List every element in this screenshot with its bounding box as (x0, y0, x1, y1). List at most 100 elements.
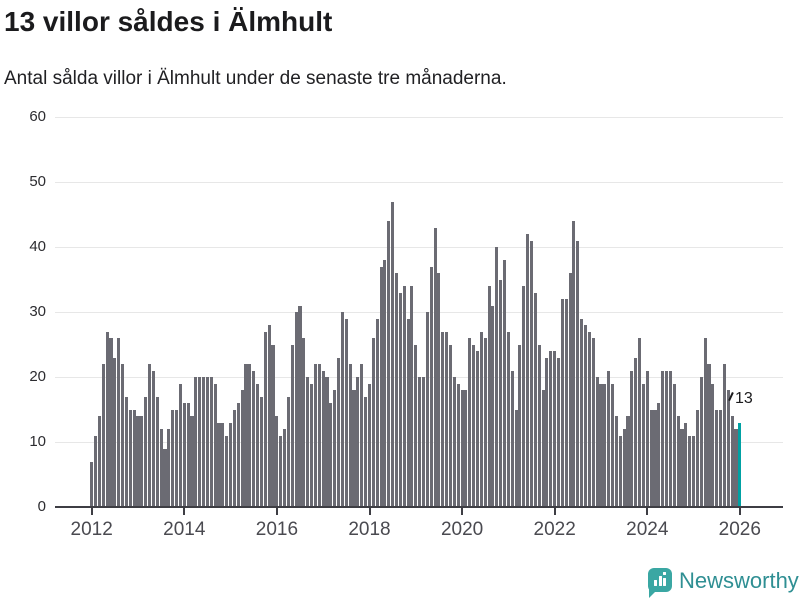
bar (630, 370, 634, 507)
bar (657, 403, 661, 507)
bar (391, 201, 395, 507)
bar (217, 422, 221, 507)
bar (252, 370, 256, 507)
y-tick-label: 60 (29, 108, 46, 125)
bar (684, 422, 688, 507)
bar (468, 338, 472, 507)
bar (456, 383, 460, 507)
x-axis-tick (553, 508, 556, 515)
bar (375, 318, 379, 507)
bar (202, 377, 206, 507)
bar (410, 286, 414, 507)
bar (595, 377, 599, 507)
newsworthy-logo[interactable]: Newsworthy (648, 567, 799, 598)
bar (668, 370, 672, 507)
bar (672, 383, 676, 507)
bar (256, 383, 260, 507)
bar (421, 377, 426, 507)
x-tick-label: 2026 (718, 519, 761, 540)
bar (155, 396, 159, 507)
x-tick-label: 2020 (440, 519, 484, 540)
bar (190, 416, 194, 507)
bar (719, 409, 723, 507)
x-tick-label: 2014 (163, 519, 206, 540)
bar (367, 383, 372, 507)
bar (556, 357, 561, 507)
bar (618, 435, 622, 507)
bar (437, 273, 441, 507)
bar (464, 390, 468, 507)
bar (221, 422, 225, 507)
bar (144, 396, 148, 507)
bar (205, 377, 209, 507)
gridline-y30 (55, 312, 783, 314)
bar (306, 377, 310, 507)
y-tick-label: 40 (29, 238, 46, 255)
bar (460, 390, 464, 507)
bar (121, 364, 125, 507)
bar (610, 383, 615, 507)
bar (302, 338, 306, 507)
brand-name: Newsworthy (679, 568, 799, 593)
y-tick-label: 30 (29, 303, 46, 320)
bar (194, 377, 198, 507)
annotation-label: 13 (735, 390, 753, 407)
bar (734, 429, 738, 507)
chart-subtitle: Antal sålda villor i Älmhult under de se… (4, 68, 507, 89)
bar (128, 409, 132, 507)
x-axis-tick (368, 508, 371, 515)
bar (529, 240, 534, 507)
bar (348, 364, 352, 507)
bar (398, 292, 402, 507)
bar (344, 318, 348, 507)
bar (607, 370, 611, 507)
x-axis-tick (461, 508, 464, 515)
bar (452, 377, 456, 507)
bar (167, 429, 171, 507)
bar (94, 435, 98, 507)
icon-exclamation-dot (663, 572, 666, 575)
bar (213, 383, 217, 507)
bar (236, 403, 240, 507)
bar (591, 338, 595, 507)
bar (286, 396, 290, 507)
bar (178, 383, 182, 507)
bar (583, 325, 588, 507)
x-tick-label: 2016 (255, 519, 299, 540)
bar (317, 364, 321, 507)
bar (688, 435, 692, 507)
x-tick-label: 2022 (533, 519, 576, 540)
bar (418, 377, 422, 507)
bar (248, 364, 252, 507)
bar (622, 429, 626, 507)
bar (479, 331, 483, 507)
bar (499, 279, 503, 507)
bar (279, 435, 283, 507)
bar (290, 344, 294, 507)
bar (225, 435, 229, 507)
bar (101, 364, 105, 507)
bar (491, 305, 495, 507)
bar (163, 448, 167, 507)
bar (402, 286, 406, 507)
bar (649, 409, 653, 507)
bar (364, 396, 368, 507)
x-axis-tick (90, 508, 93, 515)
x-tick-label: 2024 (626, 519, 669, 540)
bar (641, 383, 645, 507)
x-tick-label: 2012 (70, 519, 113, 540)
bar (117, 338, 121, 507)
bar (533, 292, 537, 507)
bar (148, 364, 152, 507)
bar (483, 338, 487, 507)
x-axis-line (55, 505, 783, 508)
bar (275, 416, 279, 507)
bar (371, 338, 375, 507)
bar (209, 377, 213, 507)
bar (692, 435, 696, 507)
bar (90, 461, 94, 507)
bar (634, 357, 638, 507)
bar (379, 266, 383, 507)
bar (198, 377, 202, 507)
